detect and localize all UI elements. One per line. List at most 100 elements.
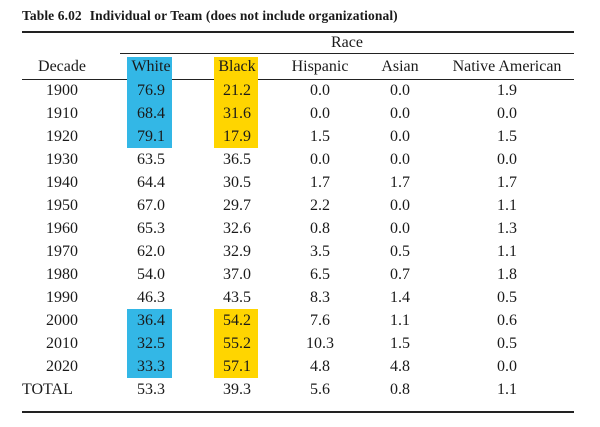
cell-decade: 1980: [46, 266, 78, 283]
cell-native-american: 1.5: [497, 128, 517, 145]
cell-asian: 0.5: [390, 243, 410, 260]
cell-native-american: 1.9: [497, 82, 517, 99]
header-rule: [22, 79, 574, 80]
cell-hispanic: 2.2: [310, 197, 330, 214]
cell-black: 55.2: [223, 335, 251, 352]
table-number: Table 6.02: [22, 8, 82, 23]
column-header-asian: Asian: [381, 58, 419, 75]
cell-white: 64.4: [137, 174, 165, 191]
column-header-black: Black: [218, 58, 256, 75]
cell-decade: 1940: [46, 174, 78, 191]
cell-hispanic: 1.5: [310, 128, 330, 145]
cell-black: 57.1: [223, 358, 251, 375]
black-cell-highlight: [214, 355, 258, 378]
black-cell-highlight: [214, 125, 258, 148]
table-row: 1990 46.3 43.5 8.3 1.4 0.5: [0, 286, 600, 309]
cell-hispanic: 0.0: [310, 105, 330, 122]
cell-decade: 1950: [46, 197, 78, 214]
cell-white: 68.4: [137, 105, 165, 122]
table-row: 1940 64.4 30.5 1.7 1.7 1.7: [0, 171, 600, 194]
cell-white: 65.3: [137, 220, 165, 237]
cell-asian: 0.0: [390, 105, 410, 122]
race-group-header: Race: [331, 34, 363, 51]
cell-decade: 1910: [46, 105, 78, 122]
cell-decade: 1960: [46, 220, 78, 237]
cell-black: 43.5: [223, 289, 251, 306]
cell-black: 32.6: [223, 220, 251, 237]
cell-native-american: 1.3: [497, 220, 517, 237]
cell-native-american: 1.1: [497, 243, 517, 260]
column-header-white: White: [131, 58, 171, 75]
cell-asian: 1.5: [390, 335, 410, 352]
cell-white: 67.0: [137, 197, 165, 214]
white-cell-highlight: [127, 102, 172, 125]
table-row: 1920 79.1 17.9 1.5 0.0 1.5: [0, 125, 600, 148]
cell-hispanic: 5.6: [310, 381, 330, 398]
cell-native-american: 0.5: [497, 335, 517, 352]
table-row: 1970 62.0 32.9 3.5 0.5 1.1: [0, 240, 600, 263]
cell-native-american: 0.0: [497, 105, 517, 122]
table-title-text: Individual or Team (does not include org…: [89, 8, 398, 23]
column-header-hispanic: Hispanic: [291, 58, 349, 75]
black-header-highlight: [214, 57, 258, 79]
table-row: 2000 36.4 54.2 7.6 1.1 0.6: [0, 309, 600, 332]
table-row: 2010 32.5 55.2 10.3 1.5 0.5: [0, 332, 600, 355]
cell-hispanic: 3.5: [310, 243, 330, 260]
cell-black: 17.9: [223, 128, 251, 145]
column-header-decade: Decade: [38, 58, 86, 75]
table-row: 1980 54.0 37.0 6.5 0.7 1.8: [0, 263, 600, 286]
cell-asian: 0.0: [390, 151, 410, 168]
cell-black: 39.3: [223, 381, 251, 398]
cell-decade: 2000: [46, 312, 78, 329]
cell-white: 76.9: [137, 82, 165, 99]
white-cell-highlight: [127, 355, 172, 378]
cell-white: 79.1: [137, 128, 165, 145]
cell-decade: 1970: [46, 243, 78, 260]
white-header-highlight: [127, 57, 172, 79]
cell-white: 33.3: [137, 358, 165, 375]
cell-black: 21.2: [223, 82, 251, 99]
column-header-native-american: Native American: [452, 58, 562, 75]
cell-white: 54.0: [137, 266, 165, 283]
cell-asian: 1.1: [390, 312, 410, 329]
cell-black: 32.9: [223, 243, 251, 260]
cell-asian: 0.0: [390, 220, 410, 237]
cell-hispanic: 4.8: [310, 358, 330, 375]
cell-decade: 2010: [46, 335, 78, 352]
bottom-rule: [22, 411, 574, 413]
table-title: Table 6.02 Individual or Team (does not i…: [22, 8, 398, 24]
white-cell-highlight: [127, 332, 172, 355]
cell-black: 31.6: [223, 105, 251, 122]
cell-hispanic: 0.8: [310, 220, 330, 237]
cell-white: 62.0: [137, 243, 165, 260]
cell-white: 46.3: [137, 289, 165, 306]
cell-native-american: 0.6: [497, 312, 517, 329]
cell-hispanic: 10.3: [306, 335, 334, 352]
cell-black: 30.5: [223, 174, 251, 191]
white-cell-highlight: [127, 125, 172, 148]
cell-decade: 1990: [46, 289, 78, 306]
white-cell-highlight: [127, 309, 172, 332]
cell-asian: 1.7: [390, 174, 410, 191]
table-row: 1930 63.5 36.5 0.0 0.0 0.0: [0, 148, 600, 171]
cell-asian: 0.0: [390, 82, 410, 99]
table-row: 1950 67.0 29.7 2.2 0.0 1.1: [0, 194, 600, 217]
cell-black: 36.5: [223, 151, 251, 168]
cell-black: 54.2: [223, 312, 251, 329]
cell-white: 53.3: [137, 381, 165, 398]
cell-asian: 0.0: [390, 128, 410, 145]
cell-asian: 1.4: [390, 289, 410, 306]
cell-asian: 4.8: [390, 358, 410, 375]
cell-native-american: 0.5: [497, 289, 517, 306]
cell-hispanic: 6.5: [310, 266, 330, 283]
table-row: 2020 33.3 57.1 4.8 4.8 0.0: [0, 355, 600, 378]
black-cell-highlight: [214, 102, 258, 125]
cell-asian: 0.8: [390, 381, 410, 398]
cell-asian: 0.7: [390, 266, 410, 283]
cell-decade: TOTAL: [22, 381, 73, 398]
cell-native-american: 0.0: [497, 358, 517, 375]
cell-native-american: 1.1: [497, 381, 517, 398]
race-header-rule: [120, 53, 574, 54]
white-cell-highlight: [127, 79, 172, 102]
